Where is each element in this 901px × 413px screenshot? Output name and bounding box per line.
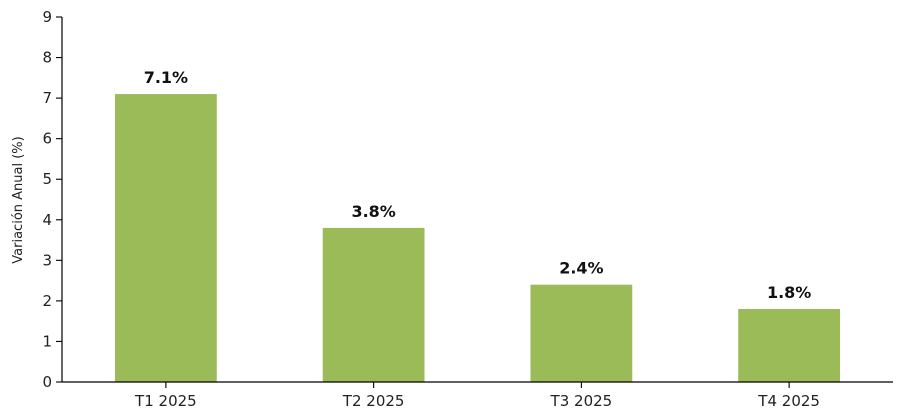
- value-labels-group: 7.1% 3.8% 2.4% 1.8%: [144, 68, 812, 302]
- y-tick-label: 2: [42, 292, 52, 310]
- y-tick-label: 6: [42, 130, 52, 148]
- y-axis-label: Variación Anual (%): [11, 136, 26, 263]
- y-tick-label: 8: [42, 49, 52, 67]
- y-tick-label: 7: [42, 89, 52, 107]
- bar-t1-2025: [114, 94, 217, 383]
- y-tick-label: 1: [42, 332, 52, 350]
- x-axis: T1 2025 T2 2025 T3 2025 T4 2025: [62, 381, 893, 410]
- data-label: 1.8%: [767, 283, 811, 302]
- data-label: 7.1%: [144, 68, 188, 87]
- y-tick-label: 3: [42, 251, 52, 269]
- y-axis: 0 1 2 3 4 5 6 7 8 9: [42, 8, 63, 391]
- y-tick-label: 9: [42, 8, 52, 26]
- x-tick-label: T2 2025: [342, 392, 405, 410]
- x-tick-label: T3 2025: [550, 392, 613, 410]
- bar-t2-2025: [322, 227, 425, 382]
- y-tick-label: 0: [42, 373, 52, 391]
- y-ticks-group: 0 1 2 3 4 5 6 7 8 9: [42, 8, 62, 391]
- x-tick-label: T1 2025: [134, 392, 197, 410]
- y-tick-label: 5: [42, 170, 52, 188]
- bar-t4-2025: [738, 309, 841, 382]
- bar-t3-2025: [530, 284, 633, 382]
- x-tick-label: T4 2025: [757, 392, 820, 410]
- data-label: 2.4%: [559, 259, 603, 278]
- bars-group: [114, 94, 841, 383]
- data-label: 3.8%: [351, 202, 395, 221]
- y-tick-label: 4: [42, 211, 52, 229]
- x-ticks-group: T1 2025 T2 2025 T3 2025 T4 2025: [134, 382, 820, 410]
